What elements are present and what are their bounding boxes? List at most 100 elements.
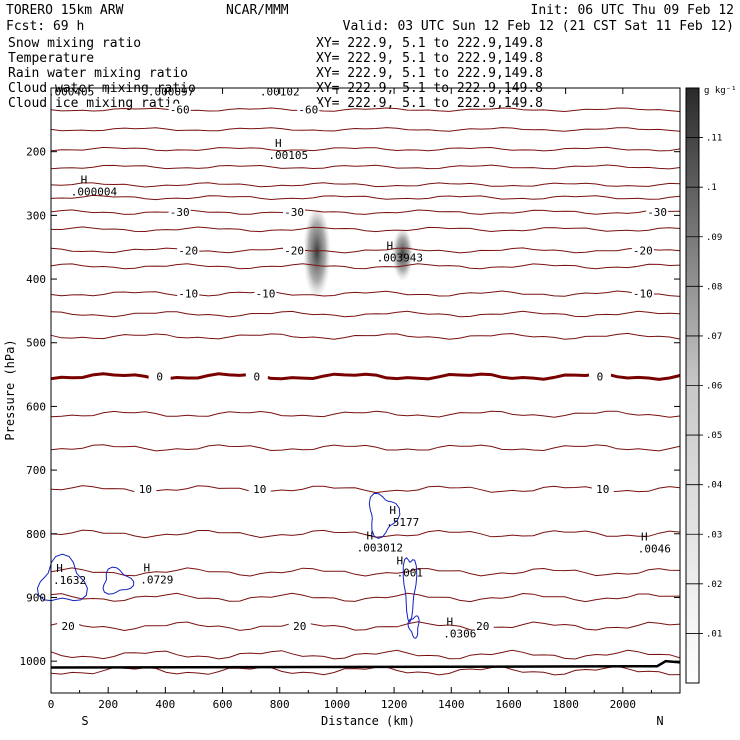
- y-tick-label: 400: [26, 273, 46, 286]
- ground-line: [50, 659, 681, 669]
- rain-max-label-h: H: [366, 530, 373, 543]
- temperature-contour-label: -20: [178, 244, 198, 257]
- temperature-contour-label: -20: [633, 244, 653, 257]
- temperature-contour-label: -10: [633, 288, 653, 301]
- x-axis-label: Distance (km): [321, 714, 415, 728]
- temperature-contour-label: 20: [62, 620, 75, 633]
- y-tick-label: 800: [26, 528, 46, 541]
- contour-label-bg: [288, 620, 311, 632]
- snow-shading-layer: [302, 209, 414, 305]
- colorbar-tick-label: .06: [706, 382, 722, 392]
- legend-xy-temperature: XY= 222.9, 5.1 to 222.9,149.8: [316, 51, 543, 66]
- legend-xy-cloud-ice: XY= 222.9, 5.1 to 222.9,149.8: [316, 96, 543, 111]
- contour-label-bg: [283, 206, 306, 218]
- legend-label-temperature: Temperature: [8, 51, 94, 66]
- temperature-contour-label: -60: [170, 104, 190, 117]
- y-tick-label: 600: [26, 400, 46, 413]
- contour-label-bg: [177, 287, 200, 299]
- x-tick-label: 800: [270, 698, 290, 711]
- cloud-water-contour: [402, 557, 418, 624]
- temperature-contour-label: 10: [139, 483, 152, 496]
- top-row-max-label: .000405: [48, 85, 94, 98]
- temperature-contour-label: -30: [284, 206, 304, 219]
- y-tick-label: 200: [26, 146, 46, 159]
- snow-column-shading: [392, 229, 414, 285]
- temperature-contour-label: -30: [647, 206, 667, 219]
- rain-max-label: .003012: [357, 542, 403, 555]
- temperature-contour-minor: [50, 567, 681, 577]
- x-tick-label: 2000: [610, 698, 637, 711]
- temperature-contour: [50, 107, 681, 113]
- south-label: S: [81, 714, 88, 728]
- temperature-contour-minor: [50, 529, 681, 539]
- colorbar-tick-label: .05: [706, 431, 722, 441]
- temperature-contour-minor: [50, 194, 681, 201]
- temperature-contour-minor: [50, 649, 681, 660]
- snow-max-label-h: H: [275, 137, 282, 150]
- cloud-water-contours: [36, 492, 420, 639]
- temperature-contour: [50, 146, 681, 152]
- x-tick-label: 600: [213, 698, 233, 711]
- cloud-water-max-label-h: H: [397, 555, 404, 568]
- colorbar-tick-label: .02: [706, 580, 722, 590]
- temperature-contour-label: -10: [255, 288, 275, 301]
- x-tick-label: 1000: [324, 698, 351, 711]
- snow-column-shading: [302, 209, 331, 305]
- y-axis-label: Pressure (hPa): [3, 339, 17, 440]
- cloud-water-max-label: .5177: [386, 516, 419, 529]
- colorbar-tick-label: .09: [706, 233, 722, 243]
- temperature-contour-label: 0: [597, 370, 604, 383]
- cloud-water-max-label: .0306: [443, 628, 476, 641]
- temperature-contour-minor: [50, 410, 681, 418]
- x-tick-label: 400: [155, 698, 175, 711]
- legend-xy-snow: XY= 222.9, 5.1 to 222.9,149.8: [316, 36, 543, 51]
- contour-label-bg: [134, 483, 157, 495]
- legend-xy-rain: XY= 222.9, 5.1 to 222.9,149.8: [316, 66, 543, 81]
- cloud-water-max-label-h: H: [389, 504, 396, 517]
- legend: Snow mixing ratio XY= 222.9, 5.1 to 222.…: [8, 36, 543, 111]
- temperature-contour-label: 0: [254, 370, 261, 383]
- temperature-contour-label: 20: [293, 620, 306, 633]
- snow-max-label: .00105: [268, 149, 308, 162]
- snow-max-label-h: H: [386, 239, 393, 252]
- temperature-contour-label: -10: [178, 288, 198, 301]
- snow-max-label: .000004: [71, 186, 118, 199]
- snow-max-label: .003943: [377, 251, 423, 264]
- temperature-contour-label: 10: [253, 483, 266, 496]
- cloud-water-contour: [102, 566, 135, 595]
- contour-label-bg: [588, 370, 611, 382]
- model-title: TORERO 15km ARW: [6, 3, 124, 18]
- cloud-water-contour: [407, 615, 420, 639]
- field-max-labels: H.000004H.00105H.003943H.1632H.0729H.517…: [48, 85, 671, 640]
- temperature-contour-minor: [50, 226, 681, 233]
- colorbar-tick-label: .04: [706, 481, 722, 491]
- temperature-contour-minor: [50, 592, 681, 603]
- colorbar-tick-label: .07: [706, 332, 722, 342]
- colorbar-tick-label: .1: [706, 183, 717, 193]
- temperature-contour-minor: [50, 332, 681, 340]
- colorbar-unit: g kg⁻¹: [704, 86, 737, 96]
- cloud-water-contour: [368, 492, 401, 540]
- temperature-contour-minor: [50, 263, 681, 270]
- contour-label-bg: [148, 370, 171, 382]
- north-label: N: [656, 714, 663, 728]
- temperature-contour: [50, 290, 681, 297]
- top-row-max-label: .000097: [148, 85, 194, 98]
- org-label: NCAR/MMM: [226, 3, 289, 18]
- y-tick-label: 500: [26, 337, 46, 350]
- cloud-water-max-label-h: H: [143, 562, 150, 575]
- temperature-contour-label: -20: [284, 244, 304, 257]
- y-tick-label: 700: [26, 464, 46, 477]
- temperature-contours: -60 -60 -30 -30 -30 -20 -20 -20 -10 -10 -10 0 0 0 10 10…: [50, 103, 681, 676]
- snow-max-label-h: H: [81, 174, 88, 187]
- temperature-contour-minor: [50, 444, 681, 452]
- contour-label-bg: [177, 244, 200, 256]
- cloud-water-max-label-h: H: [56, 562, 63, 575]
- valid-time: Valid: 03 UTC Sun 12 Feb 12 (21 CST Sat …: [343, 19, 734, 34]
- colorbar-tick-label: .11: [706, 134, 722, 144]
- legend-label-rain: Rain water mixing ratio: [8, 66, 188, 81]
- contour-label-bg: [245, 370, 268, 382]
- contour-label-bg: [168, 206, 191, 218]
- x-tick-label: 0: [48, 698, 55, 711]
